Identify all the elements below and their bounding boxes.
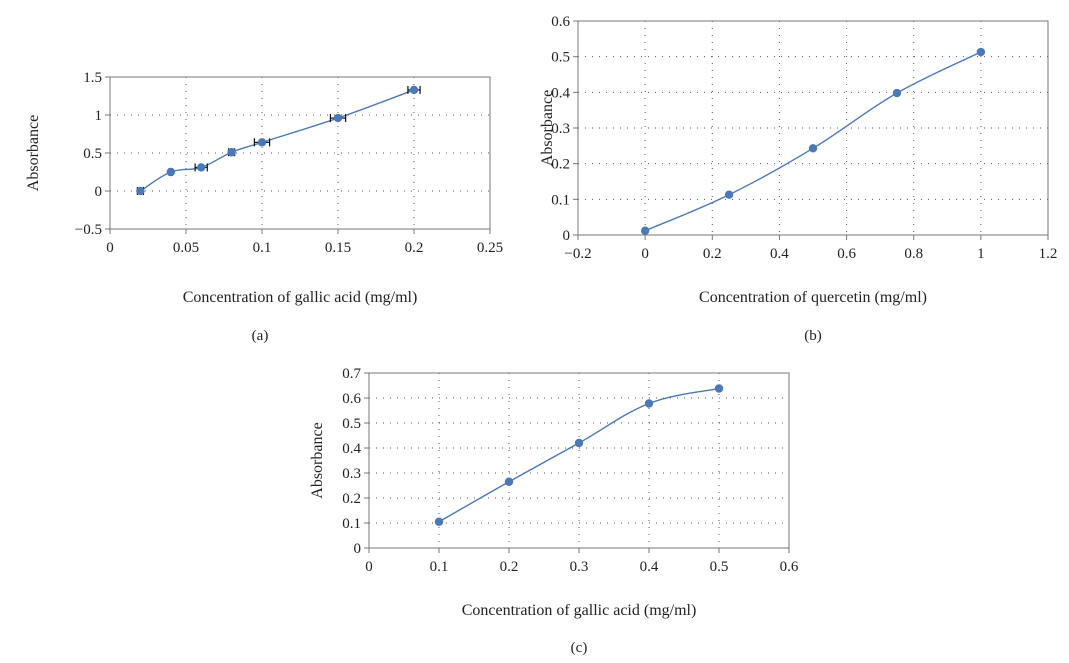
- x-tick-label: 0.1: [253, 240, 272, 256]
- x-tick-label: 0.15: [325, 240, 351, 256]
- data-point: [227, 148, 236, 157]
- x-tick-label: 0.8: [904, 246, 923, 262]
- data-point: [976, 47, 986, 57]
- y-tick-label: 0.6: [551, 14, 570, 30]
- data-point: [333, 113, 343, 123]
- y-tick-label: 0.2: [551, 157, 570, 173]
- y-tick-label: 0.5: [551, 50, 570, 66]
- panel-label: (a): [252, 328, 269, 344]
- y-tick-label: 0: [563, 228, 571, 244]
- x-tick-label: 0.25: [477, 240, 503, 256]
- y-axis-label: Absorbance: [309, 422, 326, 498]
- y-tick-label: 0.7: [342, 366, 361, 382]
- x-tick-label: 0.1: [430, 559, 449, 575]
- y-tick-label: 0.5: [342, 416, 361, 432]
- y-tick-label: 0: [354, 541, 362, 557]
- data-point: [640, 226, 650, 235]
- data-point: [714, 384, 724, 393]
- y-tick-label: 1: [95, 108, 103, 124]
- data-point: [434, 517, 444, 526]
- chart-2: −0.2 0 0.2 0.4 0.6 0.8 1 1.2 0 0.1 0.2 0.3 0.4 0.5 0.6…: [539, 14, 1057, 344]
- x-axis-label: Concentration of gallic acid (mg/ml): [462, 602, 697, 619]
- data-point: [892, 88, 902, 98]
- plot-area-frame: [368, 372, 790, 549]
- x-tick-label: 0.2: [500, 559, 519, 575]
- x-tick-label: 0.4: [770, 246, 789, 262]
- x-tick-label: 1.2: [1039, 246, 1058, 262]
- data-point: [409, 85, 419, 95]
- x-axis-label: Concentration of gallic acid (mg/ml): [183, 289, 418, 306]
- y-tick-label: 0.6: [342, 391, 361, 407]
- y-tick-label: 0.2: [342, 491, 361, 507]
- series-line: [140, 89, 415, 192]
- data-point: [166, 167, 175, 177]
- data-point: [574, 438, 584, 448]
- x-tick-label: 0.3: [570, 559, 589, 575]
- x-tick-label: 0.05: [173, 240, 199, 256]
- y-tick-label: 0.4: [342, 441, 361, 457]
- y-tick-label: 0.1: [342, 516, 361, 532]
- panel-label: (c): [571, 640, 588, 656]
- chart-1: 0 0.05 0.1 0.15 0.2 0.25−0.500.511.5Concentra…: [25, 70, 503, 344]
- x-tick-label: 0.6: [780, 559, 799, 575]
- panel-label: (b): [804, 328, 822, 344]
- data-point: [197, 163, 206, 172]
- y-tick-label: 0.3: [342, 466, 361, 482]
- x-tick-label: 0.2: [703, 246, 722, 262]
- y-tick-label: 0.5: [83, 146, 102, 162]
- x-tick-label: 0.2: [405, 240, 424, 256]
- x-tick-label: 0: [106, 240, 114, 256]
- x-tick-label: −0.2: [564, 246, 591, 262]
- y-tick-label: 0: [95, 184, 103, 200]
- chart-3: 0 0.1 0.2 0.3 0.4 0.5 0.6 0 0.1 0.2 0.3 0.4 0.5 0.6 0.…: [309, 366, 799, 656]
- x-tick-label: 0.5: [710, 559, 729, 575]
- x-tick-label: 0: [365, 559, 373, 575]
- data-point: [724, 190, 734, 199]
- series-line: [644, 51, 982, 232]
- y-tick-label: 0.4: [551, 85, 570, 101]
- y-axis-label: Absorbance: [539, 90, 556, 166]
- x-tick-label: 1: [977, 246, 985, 262]
- data-point: [808, 144, 818, 153]
- y-tick-label: −0.5: [75, 222, 102, 238]
- y-tick-label: 0.1: [551, 192, 570, 208]
- data-point: [257, 138, 267, 147]
- x-tick-label: 0.6: [837, 246, 856, 262]
- x-tick-label: 0: [641, 246, 649, 262]
- data-point: [136, 186, 145, 196]
- y-tick-label: 1.5: [83, 70, 102, 86]
- x-axis-label: Concentration of quercetin (mg/ml): [699, 289, 927, 306]
- y-axis-label: Absorbance: [25, 115, 42, 191]
- y-tick-label: 0.3: [551, 121, 570, 137]
- x-tick-label: 0.4: [640, 559, 659, 575]
- data-point: [644, 399, 654, 408]
- data-point: [504, 477, 514, 486]
